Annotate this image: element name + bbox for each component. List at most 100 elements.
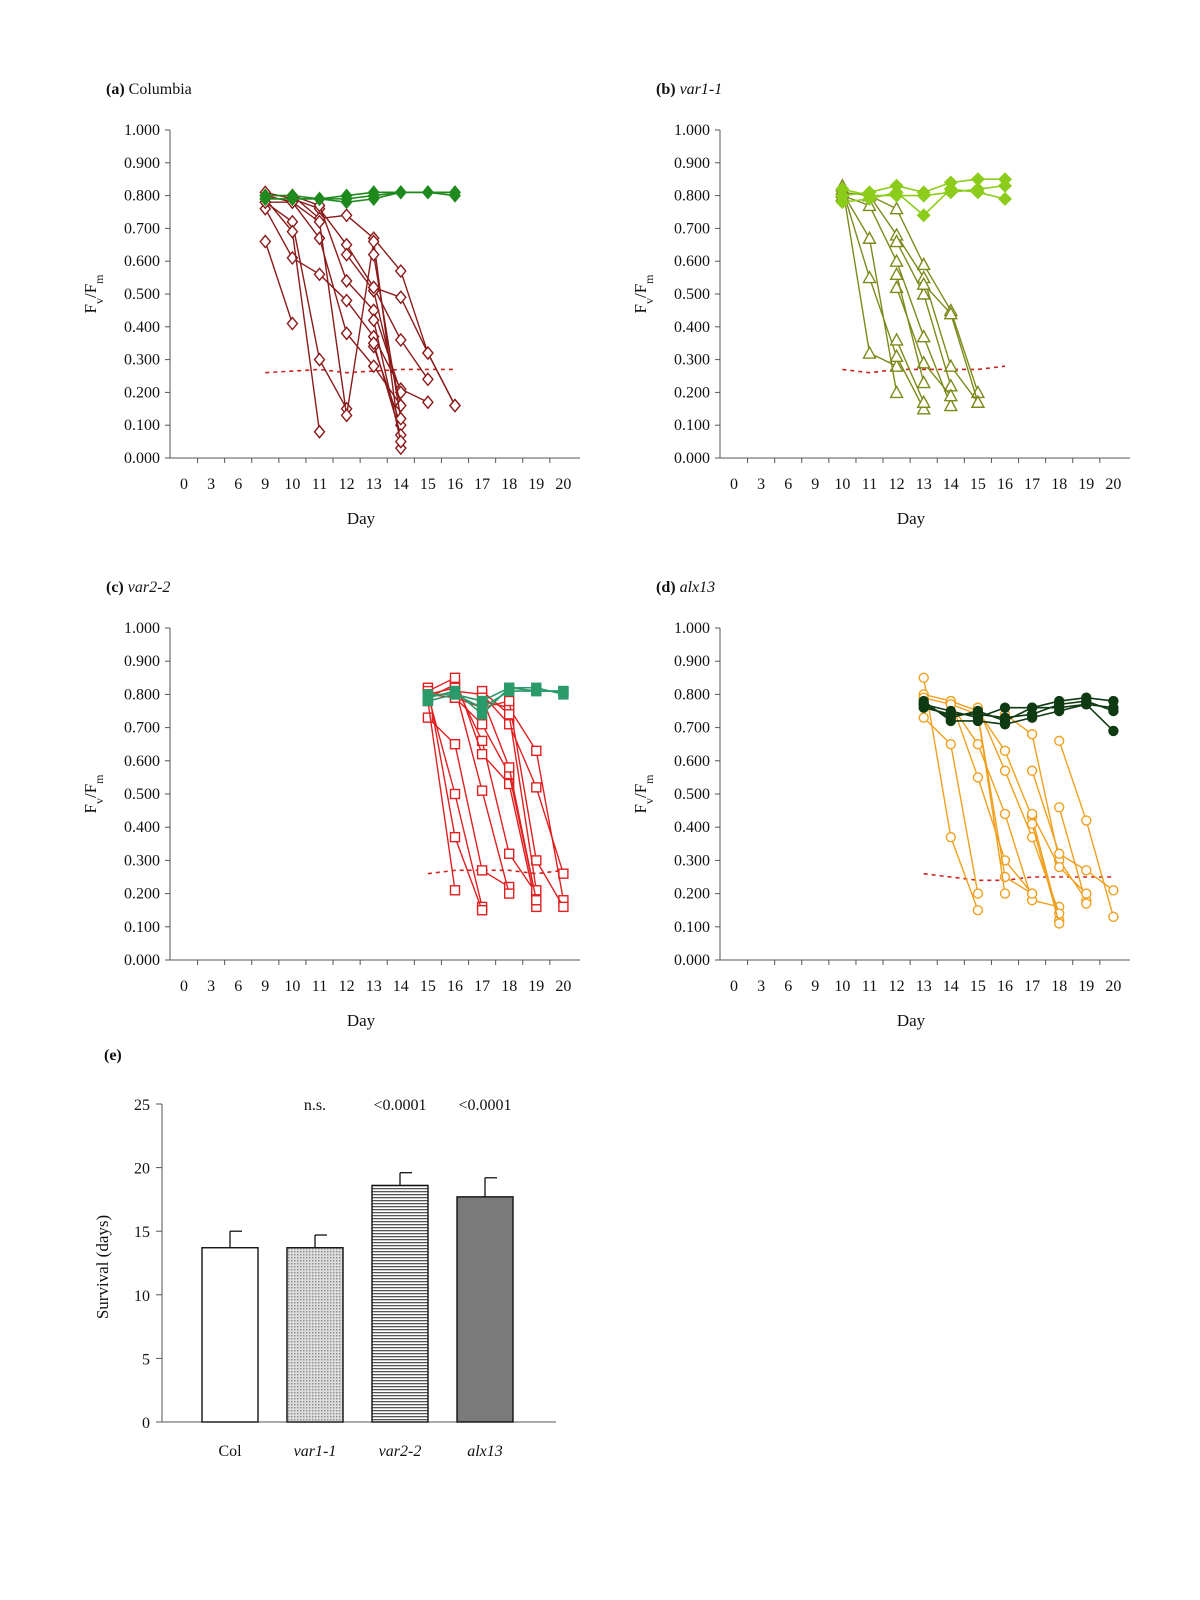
data-point	[943, 388, 958, 402]
data-point	[313, 424, 326, 439]
y-axis-subscript: m	[642, 774, 656, 784]
data-point	[558, 901, 569, 913]
data-point	[916, 394, 931, 408]
data-point	[1026, 702, 1038, 713]
data-point	[421, 372, 434, 387]
y-tick-label: 0.600	[124, 753, 160, 770]
series-line	[373, 320, 402, 442]
data-point	[504, 695, 515, 707]
data-point	[558, 868, 569, 879]
data-point	[504, 848, 515, 859]
x-tick-label: 17	[474, 476, 490, 493]
data-point	[476, 785, 488, 796]
data-point	[1053, 802, 1065, 813]
x-axis-title: Day	[897, 1011, 926, 1030]
data-point	[394, 263, 407, 279]
x-tick-label: 0	[730, 978, 738, 995]
y-axis-title: Fv/Fm	[81, 274, 106, 314]
data-point	[916, 257, 931, 271]
data-point	[1026, 888, 1038, 899]
data-point	[916, 329, 931, 343]
y-tick-label: 1.000	[674, 620, 710, 637]
y-axis-title: Survival (days)	[93, 1215, 112, 1319]
data-point	[476, 719, 488, 730]
x-tick-label: 11	[862, 476, 877, 493]
x-tick-label: 15	[970, 476, 986, 493]
x-tick-label: 19	[1078, 476, 1094, 493]
data-point	[340, 293, 353, 308]
y-axis-text: /F	[81, 784, 100, 798]
data-point	[943, 185, 958, 200]
data-point	[340, 326, 353, 341]
data-point	[943, 306, 958, 320]
data-point	[945, 739, 956, 750]
series-line	[977, 707, 1060, 914]
data-point	[504, 685, 515, 697]
panel-a: (a) Columbia 0.000 0.100 0.200 0.300 0.400 0.5…	[81, 81, 580, 528]
variegated-series	[916, 276, 986, 408]
y-axis-title: Fv/Fm	[631, 274, 656, 314]
data-point	[286, 224, 299, 239]
variegated-series	[889, 266, 931, 389]
data-point	[1081, 815, 1092, 826]
y-tick-label: 0.800	[674, 188, 710, 205]
y-axis-subscript: v	[92, 298, 106, 304]
y-tick-label: 10	[134, 1288, 150, 1305]
series-line	[841, 188, 925, 410]
data-point	[313, 267, 326, 282]
data-point	[367, 191, 380, 206]
data-point	[916, 375, 931, 389]
data-point	[367, 359, 380, 374]
data-point	[970, 394, 986, 408]
x-tick-label: 14	[393, 476, 409, 493]
data-point	[504, 778, 515, 790]
data-point	[862, 345, 877, 359]
y-tick-label: 0.000	[124, 952, 160, 969]
panel-c: (c) var2-2 0.000 0.100 0.200 0.300 0.400 0.500…	[81, 579, 580, 1030]
category-label: var2-2	[379, 1443, 422, 1460]
data-point	[558, 685, 569, 697]
panel-name: var1-1	[680, 81, 723, 98]
significance-label: n.s.	[304, 1097, 326, 1114]
y-tick-label: 1.000	[674, 122, 710, 139]
data-point	[1108, 885, 1119, 896]
data-point	[1053, 861, 1065, 873]
data-point	[476, 905, 488, 916]
panel-e: (e) 0 5 10 15 20 25 Survival (days) Col var1-1 n.s…	[93, 1047, 556, 1460]
y-tick-label: 25	[134, 1097, 150, 1114]
series-line	[264, 241, 294, 324]
data-point	[421, 345, 434, 361]
panel-title: (d) alx13	[656, 579, 715, 596]
x-tick-label: 19	[528, 978, 544, 995]
data-point	[916, 355, 931, 369]
data-point	[945, 831, 956, 843]
variegated-series	[367, 247, 407, 426]
x-tick-label: 11	[862, 978, 877, 995]
x-tick-label: 9	[261, 978, 269, 995]
series-line	[264, 201, 348, 410]
x-tick-label: 0	[180, 476, 188, 493]
x-tick-label: 3	[757, 476, 765, 493]
variegated-series	[1026, 808, 1092, 899]
y-tick-label: 0.900	[124, 155, 160, 172]
y-axis-text: /F	[631, 284, 650, 298]
data-point	[889, 234, 904, 248]
x-axis-title: Day	[897, 509, 926, 528]
y-tick-label: 0.500	[674, 786, 710, 803]
bar	[201, 1247, 259, 1423]
variegated-series	[367, 280, 461, 413]
significance-label: <0.0001	[458, 1097, 511, 1114]
x-tick-label: 15	[970, 978, 986, 995]
data-point	[972, 705, 984, 717]
data-point	[999, 702, 1011, 713]
x-tick-label: 6	[784, 978, 792, 995]
y-axis-subscript: v	[642, 798, 656, 804]
variegated-series	[1053, 735, 1119, 923]
data-point	[449, 672, 461, 683]
data-point	[1053, 702, 1065, 713]
x-tick-label: 14	[943, 476, 959, 493]
y-axis-subscript: m	[642, 274, 656, 284]
y-tick-label: 0.300	[124, 352, 160, 369]
y-tick-label: 0.200	[674, 886, 710, 903]
series-line	[1058, 807, 1087, 904]
